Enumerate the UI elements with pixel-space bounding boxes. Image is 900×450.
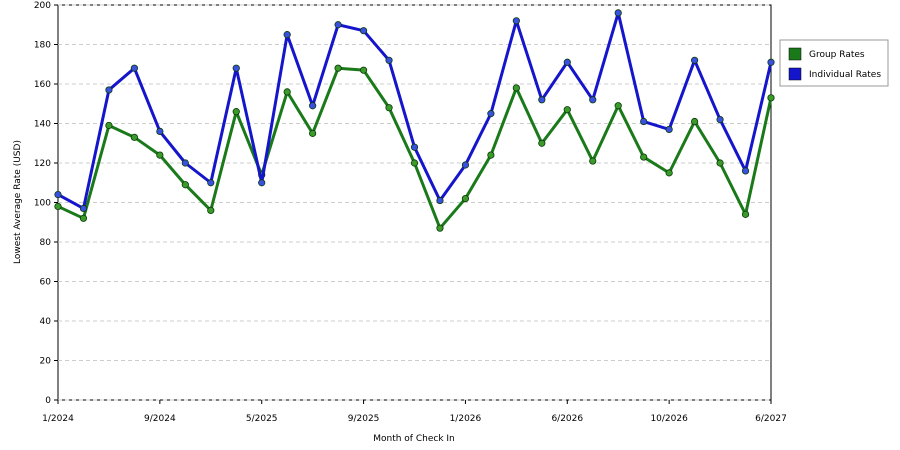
data-point <box>691 56 699 64</box>
data-point <box>716 159 724 167</box>
data-point <box>563 106 571 114</box>
data-point <box>207 206 215 214</box>
data-point <box>105 121 113 130</box>
data-point <box>232 108 240 116</box>
data-point <box>538 96 546 104</box>
data-point <box>487 110 495 118</box>
data-point <box>410 159 419 167</box>
data-point <box>232 64 240 72</box>
data-point <box>181 181 189 189</box>
data-point <box>589 96 597 104</box>
x-tick-label: 10/2026 <box>650 414 688 424</box>
data-point <box>334 64 342 72</box>
data-point <box>156 151 164 159</box>
data-point <box>563 58 571 66</box>
data-point <box>767 58 775 66</box>
y-tick-label: 40 <box>40 317 52 327</box>
data-point <box>130 64 138 72</box>
x-tick-label: 9/2025 <box>348 414 380 424</box>
data-point <box>334 21 342 29</box>
data-point <box>589 157 597 165</box>
x-tick-label: 9/2024 <box>144 414 176 424</box>
data-point <box>54 191 62 199</box>
data-point <box>359 27 368 35</box>
x-axis-title: Month of Check In <box>373 434 455 444</box>
legend-swatch <box>788 67 802 81</box>
y-tick-label: 60 <box>40 278 52 288</box>
x-tick-label: 6/2026 <box>551 414 583 424</box>
data-point <box>461 161 470 169</box>
data-point <box>207 179 215 187</box>
data-point <box>512 17 520 25</box>
y-tick-label: 180 <box>34 41 51 51</box>
x-tick-label: 6/2027 <box>755 414 787 424</box>
data-point <box>691 117 699 126</box>
y-tick-label: 140 <box>34 120 51 130</box>
data-point <box>767 94 775 102</box>
data-point <box>436 224 444 232</box>
data-point <box>79 214 88 222</box>
data-point <box>640 117 648 126</box>
data-point <box>614 9 622 17</box>
y-tick-label: 80 <box>40 238 52 248</box>
data-point <box>614 102 622 110</box>
y-tick-label: 0 <box>45 396 51 406</box>
data-point <box>283 31 291 39</box>
data-point <box>436 196 444 205</box>
legend-swatch <box>788 47 802 61</box>
data-point <box>309 102 317 110</box>
data-point <box>741 167 750 175</box>
data-point <box>487 151 495 159</box>
y-tick-label: 200 <box>34 1 51 11</box>
y-tick-label: 160 <box>34 80 51 90</box>
data-point <box>461 194 470 203</box>
data-point <box>130 133 138 141</box>
data-point <box>385 56 393 64</box>
data-point <box>716 115 724 124</box>
data-point <box>105 86 113 94</box>
data-point <box>385 104 393 112</box>
x-tick-label: 1/2026 <box>450 414 482 424</box>
plot-area <box>57 4 772 401</box>
y-tick-label: 120 <box>34 159 51 169</box>
data-point <box>156 127 164 135</box>
data-point <box>54 202 62 211</box>
data-point <box>283 88 291 96</box>
x-tick-label: 5/2025 <box>246 414 278 424</box>
data-point <box>512 84 520 92</box>
data-point <box>181 159 189 167</box>
data-point <box>741 210 750 218</box>
data-point <box>79 204 88 213</box>
data-point <box>640 153 648 161</box>
data-point <box>538 139 546 147</box>
y-tick-label: 100 <box>34 199 51 209</box>
legend-label: Group Rates <box>809 50 865 60</box>
data-point <box>359 66 368 74</box>
data-point <box>410 143 419 151</box>
y-tick-label: 20 <box>40 357 52 367</box>
data-point <box>665 169 673 177</box>
data-point <box>309 129 317 137</box>
y-axis-title: Lowest Average Rate (USD) <box>13 140 23 264</box>
data-point <box>665 125 673 134</box>
legend-label: Individual Rates <box>809 70 881 80</box>
x-tick-label: 1/2024 <box>42 414 74 424</box>
data-point <box>258 179 266 187</box>
